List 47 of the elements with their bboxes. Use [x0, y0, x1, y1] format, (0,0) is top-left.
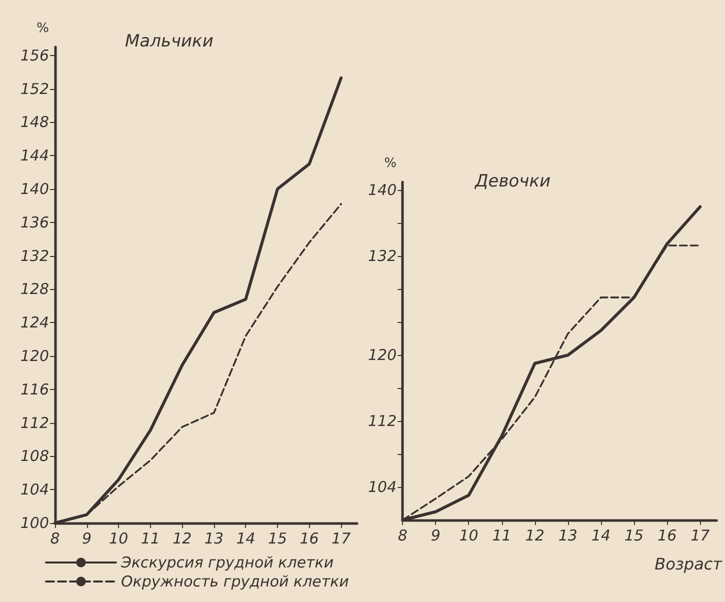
x-tick-label: 10	[109, 530, 128, 548]
x-tick-label: 12	[172, 530, 192, 548]
x-tick-label: 9	[430, 526, 440, 544]
legend-label: Окружность грудной клетки	[121, 572, 350, 590]
y-tick-label: 120	[368, 346, 397, 364]
chart-title: Мальчики	[125, 32, 214, 52]
y-tick-label: 128	[20, 280, 49, 298]
x-tick-label: 15	[624, 526, 644, 544]
x-tick-label: 14	[591, 526, 611, 544]
x-tick-label: 11	[140, 530, 160, 548]
x-tick-label: 9	[82, 530, 92, 548]
y-tick-label: 108	[20, 447, 49, 466]
y-tick-label: 140	[20, 180, 49, 198]
x-axis-title: Возраст	[654, 554, 723, 574]
y-axis-title: %	[384, 156, 397, 171]
y-tick-label: 132	[368, 247, 397, 266]
y-tick-label: 152	[20, 80, 49, 98]
x-tick-label: 17	[690, 526, 710, 544]
x-tick-label: 12	[525, 526, 544, 544]
y-tick-label: 136	[20, 213, 49, 232]
y-tick-label: 132	[20, 246, 49, 265]
y-tick-label: 140	[368, 181, 397, 200]
x-tick-label: 15	[268, 530, 288, 548]
y-tick-label: 104	[20, 480, 49, 499]
legend-label: Экскурсия грудной клетки	[120, 554, 334, 572]
y-tick-label: 112	[368, 412, 397, 430]
x-tick-label: 13	[558, 526, 578, 544]
y-tick-label: 156	[20, 46, 49, 64]
y-axis-title: %	[36, 21, 49, 36]
y-tick-label: 104	[368, 478, 397, 496]
x-tick-label: 8	[398, 526, 408, 544]
y-tick-label: 148	[20, 113, 49, 132]
y-tick-label: 120	[20, 346, 49, 365]
y-tick-label: 124	[20, 314, 49, 332]
chart-title: Девочки	[474, 172, 551, 192]
x-tick-label: 10	[459, 526, 478, 544]
x-tick-label: 8	[50, 530, 60, 548]
y-tick-label: 112	[20, 414, 49, 432]
y-tick-label: 100	[20, 514, 49, 532]
y-tick-label: 144	[20, 146, 49, 165]
x-tick-label: 17	[332, 530, 352, 548]
x-tick-label: 14	[236, 530, 256, 548]
y-tick-label: 116	[20, 380, 49, 398]
x-tick-label: 11	[492, 526, 512, 544]
x-tick-label: 16	[300, 530, 319, 548]
x-tick-label: 16	[658, 526, 677, 544]
x-tick-label: 13	[204, 530, 224, 548]
